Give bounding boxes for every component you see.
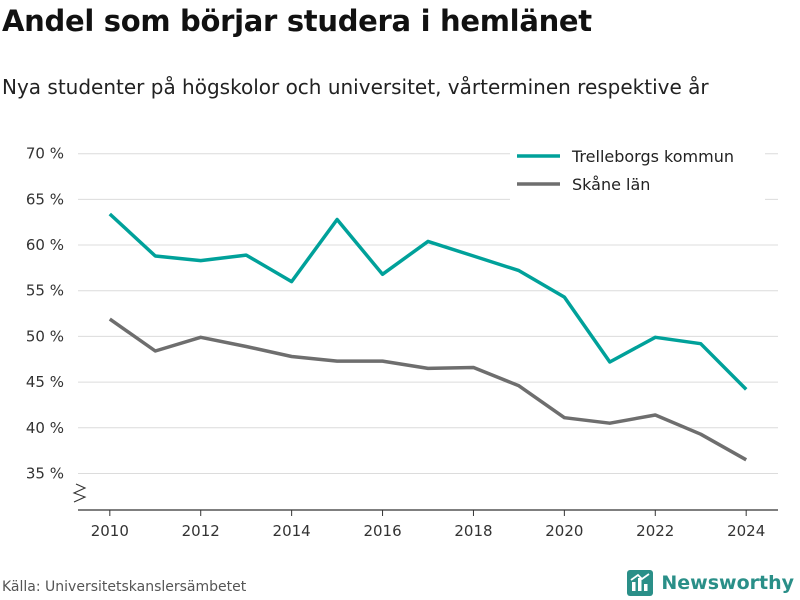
series-lines — [108, 212, 748, 462]
x-tick-label: 2016 — [363, 522, 401, 540]
brand-name: Newsworthy — [661, 572, 794, 594]
y-axis-ticks: 35 % 40 % 45 % 50 % 55 % 60 % 65 % 70 % — [26, 145, 64, 483]
y-tick-label: 70 % — [26, 145, 64, 163]
axis-break-mark — [72, 483, 87, 503]
legend-box — [510, 143, 765, 201]
chart-title: Andel som börjar studera i hemlänet — [2, 4, 592, 38]
y-tick-label: 40 % — [26, 419, 64, 437]
x-tick-label: 2010 — [91, 522, 129, 540]
legend-label[interactable]: Trelleborgs kommun — [571, 147, 734, 166]
chart-subtitle: Nya studenter på högskolor och universit… — [2, 75, 709, 99]
newsworthy-logo-icon — [627, 570, 654, 596]
x-tick-label: 2012 — [182, 522, 220, 540]
x-tick-label: 2024 — [727, 522, 765, 540]
y-tick-label: 35 % — [26, 464, 64, 482]
y-tick-label: 45 % — [26, 373, 64, 391]
series-line-skane — [108, 317, 748, 462]
legend-label[interactable]: Skåne län — [572, 175, 650, 194]
y-tick-label: 60 % — [26, 236, 64, 254]
y-tick-label: 50 % — [26, 327, 64, 345]
x-tick-label: 2014 — [273, 522, 311, 540]
x-tick-label: 2022 — [636, 522, 674, 540]
x-tick-label: 2020 — [545, 522, 583, 540]
x-axis: 2010 2012 2014 2016 2018 2020 2022 2024 — [72, 483, 778, 540]
brand-logo[interactable]: Newsworthy — [627, 570, 794, 596]
series-line-trelleborg — [108, 212, 748, 391]
x-tick-label: 2018 — [454, 522, 492, 540]
grid-lines — [78, 153, 778, 474]
y-tick-label: 65 % — [26, 190, 64, 208]
y-tick-label: 55 % — [26, 282, 64, 300]
legend: Trelleborgs kommun Skåne län — [510, 143, 765, 201]
source-note: Källa: Universitetskanslersämbetet — [2, 579, 247, 595]
